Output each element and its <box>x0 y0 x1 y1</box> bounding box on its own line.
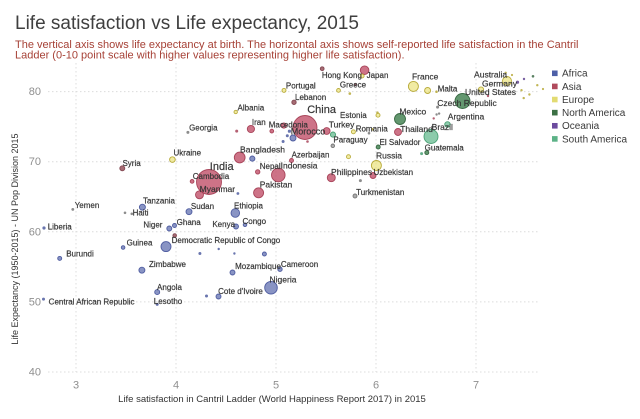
svg-text:Iran: Iran <box>252 118 266 127</box>
svg-text:Morocco: Morocco <box>291 127 326 137</box>
svg-text:Asia: Asia <box>562 82 582 93</box>
svg-text:El Salvador: El Salvador <box>380 138 421 147</box>
svg-text:South America: South America <box>562 134 627 145</box>
svg-text:Sudan: Sudan <box>191 202 214 211</box>
svg-text:Life Expectancy (1950-2015) -: Life Expectancy (1950-2015) - UN Pop Div… <box>10 133 20 344</box>
svg-text:Uzbekistan: Uzbekistan <box>374 168 414 177</box>
svg-text:Macedonia: Macedonia <box>269 120 309 129</box>
svg-text:7: 7 <box>473 380 479 392</box>
svg-text:Turkey: Turkey <box>329 119 355 129</box>
svg-text:Cameroon: Cameroon <box>281 260 318 269</box>
svg-text:Greece: Greece <box>340 81 367 90</box>
svg-text:Russia: Russia <box>376 151 402 161</box>
svg-text:Indonesia: Indonesia <box>281 160 318 170</box>
svg-text:40: 40 <box>29 367 41 379</box>
svg-text:3: 3 <box>73 380 79 392</box>
svg-text:4: 4 <box>173 380 179 392</box>
svg-text:Zimbabwe: Zimbabwe <box>149 260 186 269</box>
svg-text:Syria: Syria <box>122 159 141 168</box>
svg-text:Guinea: Guinea <box>127 238 153 247</box>
svg-text:Cote d'Ivoire: Cote d'Ivoire <box>218 287 263 296</box>
svg-text:Democratic Republic of Congo: Democratic Republic of Congo <box>172 236 281 245</box>
svg-text:Portugal: Portugal <box>286 82 316 91</box>
svg-text:5: 5 <box>273 380 279 392</box>
svg-text:The vertical axis shows life e: The vertical axis shows life expectancy … <box>15 39 579 51</box>
svg-text:North America: North America <box>562 108 626 119</box>
svg-text:Congo: Congo <box>243 217 267 226</box>
svg-text:Ladder (0-10 point scale with: Ladder (0-10 point scale with higher val… <box>15 50 405 62</box>
svg-text:Argentina: Argentina <box>448 112 485 122</box>
svg-text:6: 6 <box>373 380 379 392</box>
svg-text:70: 70 <box>29 156 41 168</box>
svg-text:Czech Republic: Czech Republic <box>437 98 497 108</box>
svg-text:Ghana: Ghana <box>177 218 202 227</box>
svg-text:Burundi: Burundi <box>66 250 94 259</box>
svg-text:Georgia: Georgia <box>189 124 218 133</box>
svg-text:Romania: Romania <box>356 124 389 133</box>
svg-text:Life satisfaction in Cantril L: Life satisfaction in Cantril Ladder (Wor… <box>118 394 426 405</box>
svg-text:Turkmenistan: Turkmenistan <box>356 188 404 197</box>
svg-text:Myanmar: Myanmar <box>200 184 236 194</box>
svg-text:60: 60 <box>29 226 41 238</box>
svg-text:Cambodia: Cambodia <box>193 172 230 181</box>
svg-text:Japan: Japan <box>367 71 389 80</box>
svg-text:Africa: Africa <box>562 69 588 80</box>
svg-text:Azerbaijan: Azerbaijan <box>292 151 330 160</box>
svg-text:Nepal: Nepal <box>260 162 281 171</box>
svg-text:France: France <box>412 71 439 81</box>
svg-text:Philippines: Philippines <box>331 167 372 177</box>
svg-text:Malta: Malta <box>438 84 458 93</box>
svg-text:Albania: Albania <box>238 103 265 112</box>
svg-text:Ethiopia: Ethiopia <box>234 202 263 211</box>
svg-text:Hong Kong: Hong Kong <box>322 71 362 80</box>
svg-text:Mozambique: Mozambique <box>235 262 281 271</box>
svg-text:Pakistan: Pakistan <box>260 180 293 190</box>
svg-text:Niger: Niger <box>143 220 162 229</box>
svg-text:Australia: Australia <box>474 70 507 80</box>
svg-text:Angola: Angola <box>157 283 182 292</box>
svg-text:India: India <box>210 161 235 173</box>
svg-text:Brazil: Brazil <box>432 122 453 132</box>
svg-text:Tanzania: Tanzania <box>143 196 176 205</box>
svg-text:80: 80 <box>29 86 41 98</box>
svg-text:United States: United States <box>465 87 516 97</box>
svg-text:Ukraine: Ukraine <box>174 149 202 158</box>
svg-text:Liberia: Liberia <box>48 222 73 231</box>
svg-text:Estonia: Estonia <box>340 111 367 120</box>
svg-text:Oceania: Oceania <box>562 121 600 132</box>
svg-text:Nigeria: Nigeria <box>270 274 297 284</box>
svg-text:Central African Republic: Central African Republic <box>49 297 135 306</box>
svg-text:Paraguay: Paraguay <box>333 136 367 145</box>
svg-text:50: 50 <box>29 296 41 308</box>
svg-text:Thailand: Thailand <box>400 124 433 134</box>
svg-text:Germany: Germany <box>482 78 518 88</box>
svg-text:Haiti: Haiti <box>133 208 149 217</box>
svg-text:Lebanon: Lebanon <box>295 93 326 102</box>
svg-text:China: China <box>307 104 337 116</box>
svg-text:Kenya: Kenya <box>212 220 235 229</box>
svg-text:Bangladesh: Bangladesh <box>240 145 285 155</box>
svg-text:Lesotho: Lesotho <box>154 297 183 306</box>
svg-text:Europe: Europe <box>562 95 595 106</box>
svg-text:Guatemala: Guatemala <box>425 144 465 153</box>
svg-text:Life satisfaction vs Life expe: Life satisfaction vs Life expectancy, 20… <box>15 13 359 34</box>
svg-text:Mexico: Mexico <box>399 107 426 117</box>
svg-text:Yemen: Yemen <box>75 201 100 210</box>
